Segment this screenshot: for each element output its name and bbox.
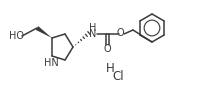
Text: H: H: [89, 23, 97, 33]
Text: Cl: Cl: [112, 69, 124, 83]
Text: O: O: [116, 28, 124, 38]
Text: HO: HO: [10, 31, 25, 41]
Text: H: H: [106, 62, 114, 74]
Text: O: O: [103, 44, 111, 54]
Text: N: N: [89, 29, 97, 39]
Polygon shape: [36, 26, 52, 38]
Text: HN: HN: [44, 58, 58, 68]
